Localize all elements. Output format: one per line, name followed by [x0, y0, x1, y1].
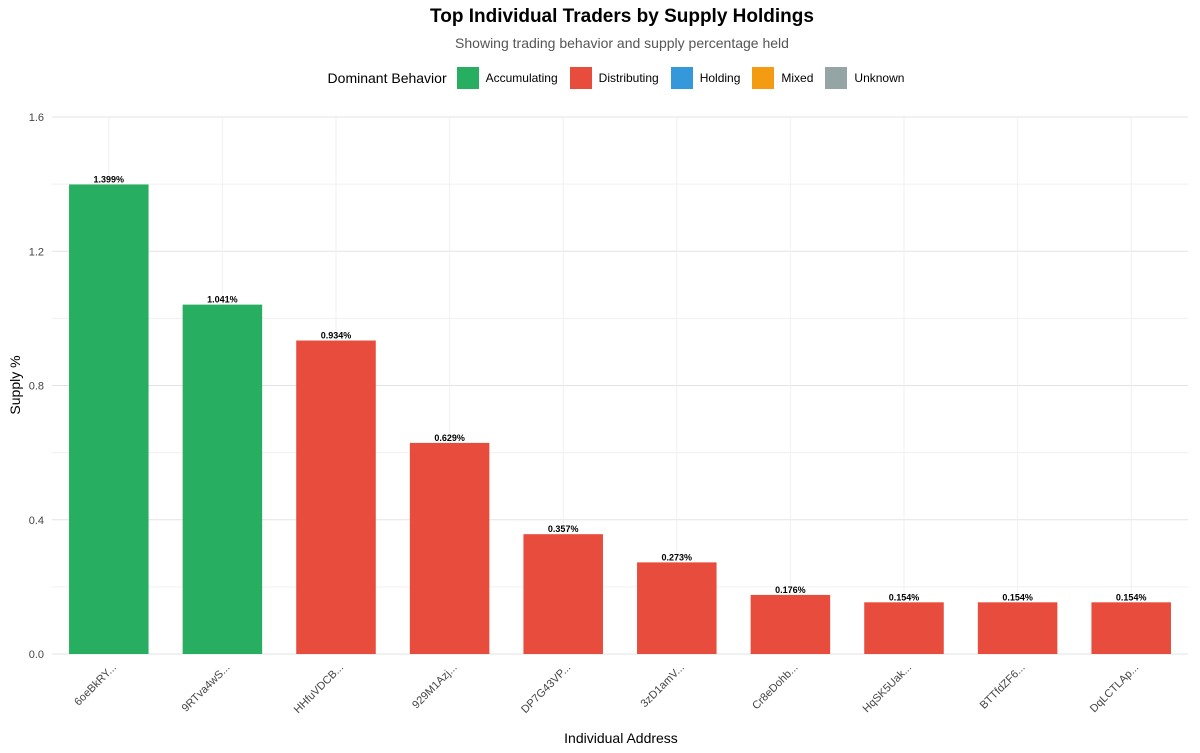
legend-label-mixed: Mixed	[781, 71, 814, 85]
legend-label-unknown: Unknown	[854, 71, 905, 85]
bar	[296, 340, 376, 654]
data-label: 0.934%	[321, 331, 352, 341]
chart-title: Top Individual Traders by Supply Holding…	[430, 6, 814, 27]
y-axis: 0.0 0.4 0.8 1.2 1.6	[29, 112, 44, 661]
data-labels: 1.399% 1.041% 0.934% 0.629% 0.357% 0.273% 0.17…	[94, 174, 1147, 602]
legend-swatch-unknown	[825, 67, 848, 89]
legend-item-distributing: Distributing	[569, 67, 659, 89]
x-tick-label: 9RTva4wS...	[180, 662, 233, 715]
bar	[182, 304, 263, 654]
legend-swatch-distributing	[569, 67, 592, 89]
x-tick-label: Cr8eDohb...	[750, 662, 800, 712]
y-tick-label: 1.2	[29, 246, 44, 258]
x-axis-title: Individual Address	[564, 730, 678, 746]
x-tick-label: 3zD1amV...	[639, 662, 687, 710]
bar	[864, 602, 944, 654]
y-tick-label: 0.0	[29, 649, 44, 661]
data-label: 0.154%	[1116, 592, 1147, 602]
data-label: 1.399%	[94, 174, 125, 184]
data-label: 0.176%	[775, 585, 806, 595]
x-tick-label: HHfuVDCB...	[292, 662, 346, 716]
legend-swatch-holding	[670, 67, 693, 89]
data-label: 0.273%	[662, 552, 693, 562]
bar	[523, 534, 603, 654]
data-label: 0.357%	[548, 524, 579, 534]
legend-label-distributing: Distributing	[598, 71, 659, 85]
legend-item-holding: Holding	[670, 67, 741, 89]
legend-swatch-mixed	[752, 67, 775, 89]
legend: Dominant Behavior Accumulating Distribut…	[0, 67, 1200, 89]
bar	[977, 602, 1058, 654]
x-tick-label: 6oeBkRY...	[72, 662, 119, 709]
y-tick-label: 0.4	[29, 515, 44, 527]
x-tick-label: DqLCTLAp...	[1088, 662, 1141, 715]
x-axis: 6oeBkRY... 9RTva4wS... HHfuVDCB... 929M1Azj…	[72, 662, 1141, 716]
bars	[69, 184, 1171, 654]
chart-subtitle: Showing trading behavior and supply perc…	[455, 35, 789, 51]
y-tick-label: 0.8	[29, 381, 44, 393]
bar	[637, 562, 717, 654]
legend-item-accumulating: Accumulating	[456, 67, 558, 89]
y-axis-title: Supply %	[7, 355, 23, 414]
bar	[750, 594, 831, 654]
x-tick-label: BTTfdZF6...	[978, 662, 1028, 712]
data-label: 1.041%	[207, 295, 238, 305]
legend-label-accumulating: Accumulating	[485, 71, 558, 85]
x-tick-label: DP7G43VP...	[519, 662, 573, 716]
legend-item-unknown: Unknown	[825, 67, 904, 89]
bar	[409, 442, 490, 654]
legend-title: Dominant Behavior	[327, 70, 447, 86]
bar	[69, 184, 149, 654]
x-tick-label: 929M1Azj...	[410, 662, 460, 712]
legend-swatch-accumulating	[456, 67, 479, 89]
data-label: 0.154%	[1002, 592, 1033, 602]
bar	[1091, 602, 1171, 654]
legend-item-mixed: Mixed	[752, 67, 813, 89]
data-label: 0.629%	[434, 433, 465, 443]
y-tick-label: 1.6	[29, 112, 44, 124]
x-tick-label: HqSK5Uak...	[861, 662, 914, 715]
legend-label-holding: Holding	[699, 71, 741, 85]
data-label: 0.154%	[889, 592, 920, 602]
